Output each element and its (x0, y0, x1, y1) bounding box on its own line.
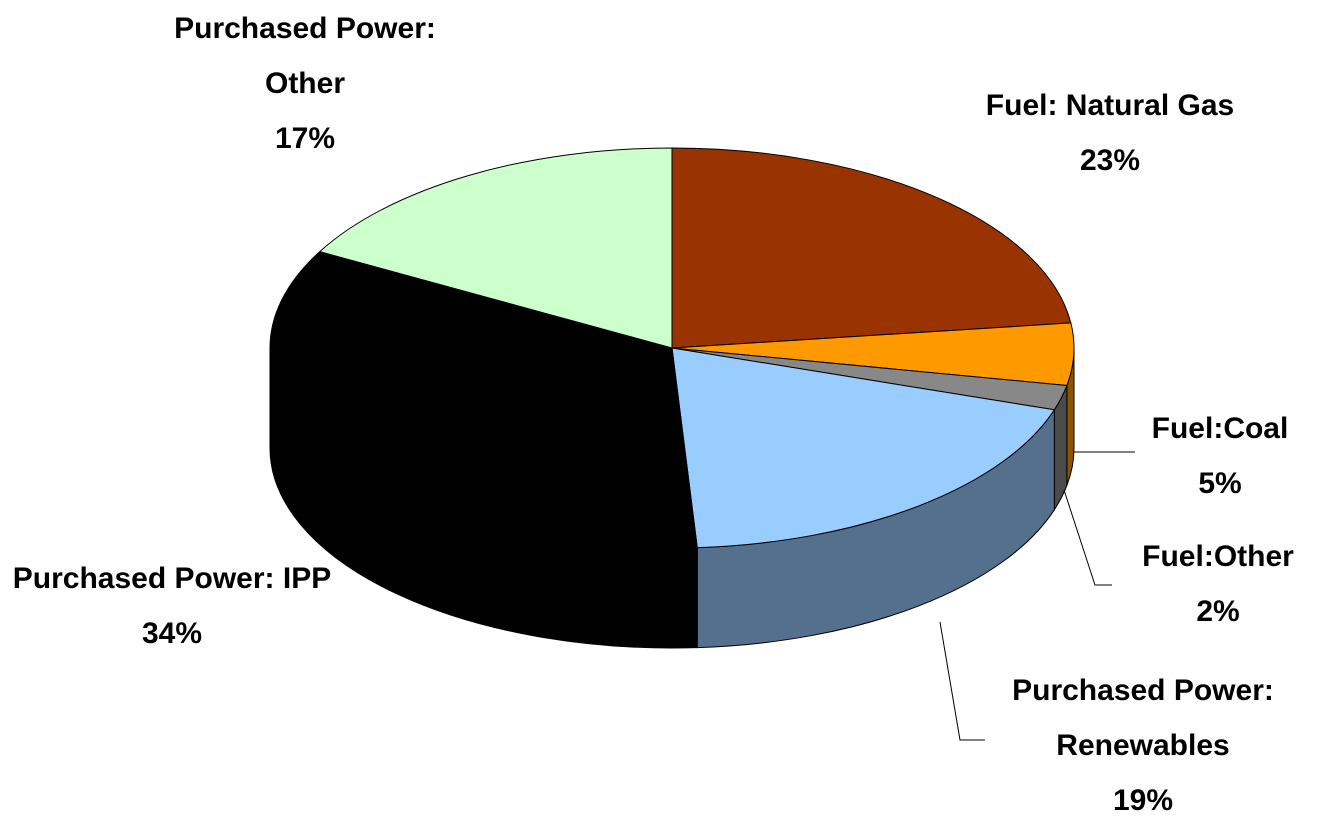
leader-line (939, 621, 985, 741)
value-label: 17% (274, 122, 336, 155)
category-label: Fuel:Other (1142, 540, 1294, 573)
slice-label: Fuel:Coal 5% (1070, 401, 1320, 511)
slice-label: Fuel: Natural Gas 23% (910, 78, 1310, 188)
category-label: Purchased Power: Renewables (1012, 674, 1274, 762)
pie-slice (671, 147, 1072, 349)
pie-tops (269, 147, 1075, 549)
value-label: 19% (1112, 784, 1174, 817)
leader-line (1063, 489, 1112, 586)
pie-sides (269, 347, 1075, 649)
slice-label: Purchased Power: Renewables 19% (978, 663, 1308, 828)
category-label: Purchased Power: Other (174, 12, 436, 100)
slice-label: Fuel:Other 2% (1068, 529, 1320, 639)
value-label: 23% (1079, 144, 1141, 177)
value-label: 34% (141, 617, 203, 650)
category-label: Fuel: Natural Gas (985, 89, 1235, 122)
category-label: Purchased Power: IPP (12, 562, 332, 595)
pie-slice (318, 147, 673, 349)
slice-label: Purchased Power: IPP 34% (7, 551, 337, 661)
leader-lines (939, 451, 1135, 741)
value-label: 5% (1198, 467, 1242, 500)
pie-slice (671, 347, 1056, 549)
value-label: 2% (1196, 595, 1240, 628)
slice-label: Purchased Power: Other 17% (140, 1, 470, 166)
category-label: Fuel:Coal (1151, 412, 1289, 445)
